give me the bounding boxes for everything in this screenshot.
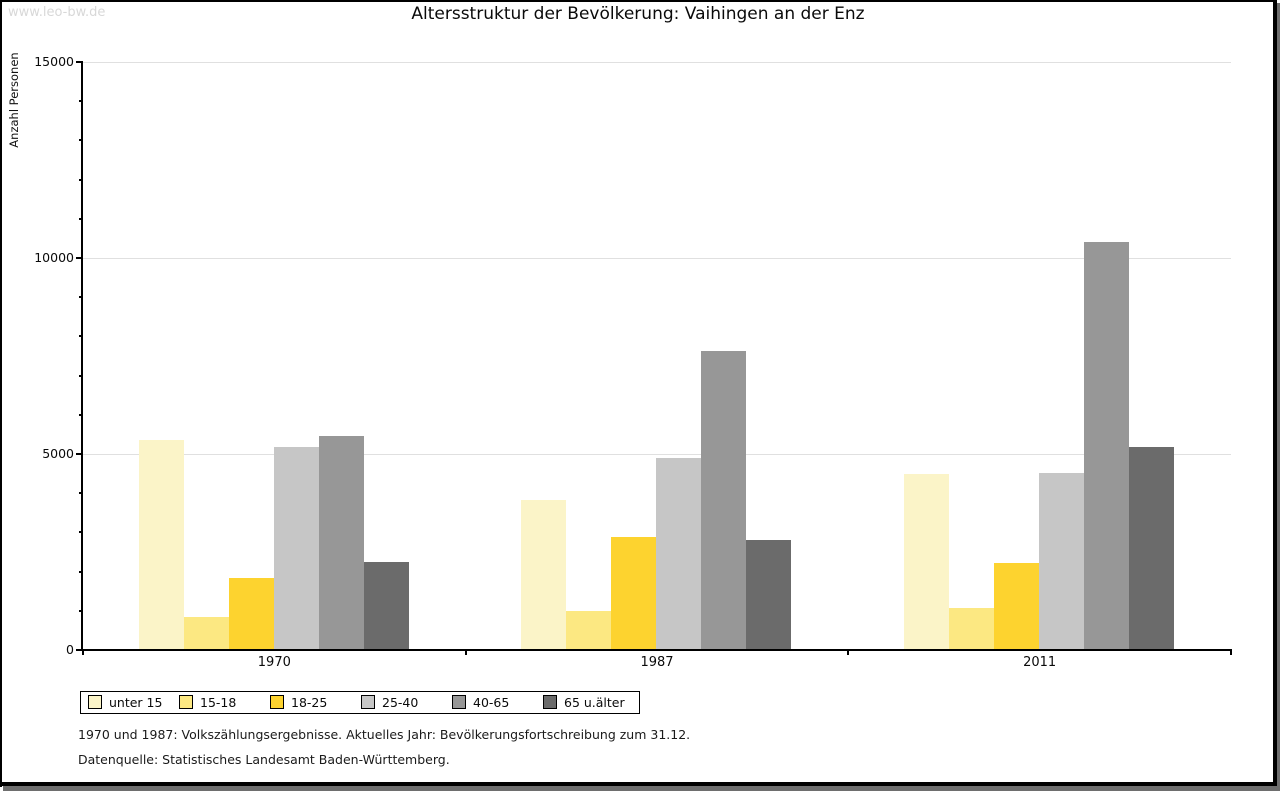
legend-swatch-25-40 bbox=[361, 695, 375, 709]
bar-25-40-1987 bbox=[656, 457, 702, 650]
shadow-right bbox=[1277, 3, 1280, 791]
gridline-10000 bbox=[83, 257, 1231, 259]
border-top bbox=[0, 0, 1277, 2]
bar-65-u-lter-1970 bbox=[363, 562, 409, 650]
y-tick-label-5000: 5000 bbox=[42, 446, 74, 461]
x-axis-line bbox=[81, 649, 1232, 651]
footnote-source-years: 1970 und 1987: Volkszählungsergebnisse. … bbox=[78, 727, 691, 742]
bar-15-18-2011 bbox=[948, 608, 994, 650]
x-category-label-2011: 2011 bbox=[1023, 655, 1057, 670]
y-tick-label-0: 0 bbox=[66, 642, 74, 657]
y-major-tick-10000 bbox=[76, 257, 83, 259]
bar-15-18-1987 bbox=[566, 610, 612, 650]
border-left bbox=[0, 0, 2, 787]
x-category-label-1970: 1970 bbox=[257, 655, 291, 670]
bar-40-65-2011 bbox=[1083, 242, 1129, 650]
legend-swatch-18-25 bbox=[270, 695, 284, 709]
legend-label-unter-15: unter 15 bbox=[109, 695, 163, 710]
bar-40-65-1970 bbox=[318, 435, 364, 650]
bar-unter-15-1987 bbox=[521, 499, 567, 650]
border-bottom bbox=[0, 782, 1277, 786]
bar-40-65-1987 bbox=[701, 350, 747, 650]
footnote-datasource: Datenquelle: Statistisches Landesamt Bad… bbox=[78, 752, 450, 767]
x-tick-1 bbox=[464, 650, 467, 655]
y-major-tick-15000 bbox=[76, 61, 83, 63]
legend-swatch-unter-15 bbox=[88, 695, 102, 709]
y-axis-line bbox=[81, 62, 83, 650]
legend-label-40-65: 40-65 bbox=[473, 695, 510, 710]
legend: unter 15 15-18 18-25 25-40 40-65 65 u.älter bbox=[80, 691, 640, 714]
y-major-tick-0 bbox=[76, 649, 83, 651]
bar-25-40-2011 bbox=[1038, 473, 1084, 650]
chart-title: Altersstruktur der Bevölkerung: Vaihinge… bbox=[411, 4, 865, 24]
bar-65-u-lter-2011 bbox=[1128, 447, 1174, 650]
border-right bbox=[1273, 0, 1277, 787]
bar-18-25-1987 bbox=[611, 537, 657, 650]
legend-swatch-65-u-lter bbox=[543, 695, 557, 709]
x-tick-3 bbox=[1230, 650, 1232, 655]
x-category-label-1987: 1987 bbox=[640, 655, 674, 670]
bar-unter-15-2011 bbox=[903, 473, 949, 650]
x-tick-2 bbox=[847, 650, 850, 655]
legend-label-65-u-lter: 65 u.älter bbox=[564, 695, 625, 710]
bar-unter-15-1970 bbox=[138, 440, 184, 650]
legend-swatch-15-18 bbox=[179, 695, 193, 709]
shadow-bottom bbox=[3, 786, 1280, 791]
gridline-5000 bbox=[83, 453, 1231, 455]
legend-label-18-25: 18-25 bbox=[291, 695, 328, 710]
bar-18-25-1970 bbox=[228, 578, 274, 650]
legend-label-25-40: 25-40 bbox=[382, 695, 419, 710]
y-tick-label-15000: 15000 bbox=[34, 54, 74, 69]
legend-label-15-18: 15-18 bbox=[200, 695, 237, 710]
gridline-15000 bbox=[83, 61, 1231, 63]
bar-65-u-lter-1987 bbox=[746, 539, 792, 650]
y-major-tick-5000 bbox=[76, 453, 83, 455]
legend-swatch-40-65 bbox=[452, 695, 466, 709]
x-tick-0 bbox=[82, 650, 84, 655]
bar-15-18-1970 bbox=[183, 617, 229, 650]
y-tick-label-10000: 10000 bbox=[34, 250, 74, 265]
bar-18-25-2011 bbox=[993, 563, 1039, 650]
watermark-leo-bw: www.leo-bw.de bbox=[8, 5, 106, 20]
bar-25-40-1970 bbox=[273, 447, 319, 650]
